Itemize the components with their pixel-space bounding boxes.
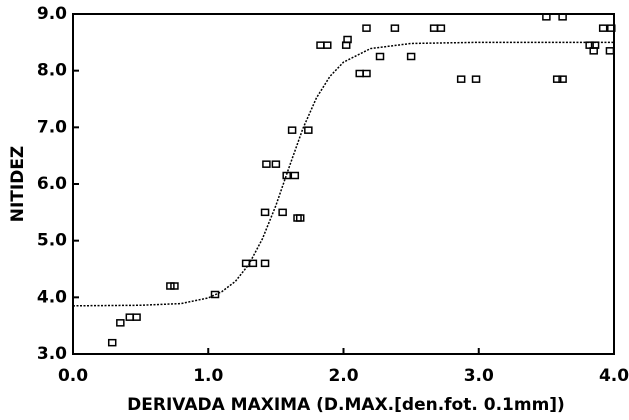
data-point: [471, 75, 481, 83]
data-point: [355, 69, 364, 78]
data-point: [406, 52, 416, 61]
y-tick-label: 9.0: [37, 4, 67, 24]
data-point: [260, 208, 270, 217]
data-point: [589, 47, 598, 55]
data-point: [295, 214, 305, 222]
data-point: [170, 282, 179, 290]
x-tick-label: 2.0: [328, 366, 358, 386]
data-point: [362, 69, 371, 78]
data-point: [316, 41, 325, 49]
data-point: [260, 259, 270, 268]
y-axis-label: NITIDEZ: [8, 146, 28, 223]
data-point: [552, 75, 562, 83]
data-point: [605, 47, 615, 55]
data-point: [125, 313, 135, 321]
data-point: [271, 160, 281, 168]
data-point: [293, 214, 302, 222]
plot-frame: [72, 13, 615, 355]
x-axis-label: DERIVADA MAXIMA (D.MAX.[den.fot. 0.1mm]): [127, 395, 565, 415]
data-point: [287, 126, 297, 134]
data-point: [558, 13, 567, 21]
data-point: [542, 13, 551, 21]
data-point: [375, 52, 385, 61]
y-tick-label: 3.0: [37, 344, 67, 364]
data-point: [429, 24, 439, 32]
y-tick-label: 4.0: [37, 287, 67, 307]
data-point: [456, 75, 466, 83]
data-point: [390, 24, 400, 32]
data-point: [278, 208, 287, 217]
data-point: [598, 24, 608, 32]
fit-curve: [72, 41, 614, 307]
data-point: [323, 41, 332, 49]
data-point: [607, 24, 616, 32]
x-tick-label: 4.0: [599, 366, 629, 386]
x-tick-label: 0.0: [58, 366, 88, 386]
data-point: [343, 35, 352, 44]
data-point: [290, 171, 300, 180]
data-point: [436, 24, 446, 32]
data-point: [282, 171, 291, 180]
y-tick-label: 6.0: [37, 174, 67, 194]
y-tick-label: 7.0: [37, 117, 67, 137]
data-point: [132, 313, 141, 321]
y-tick-label: 5.0: [37, 231, 67, 251]
data-point: [262, 160, 271, 168]
data-point: [107, 338, 117, 347]
y-tick-label: 8.0: [37, 61, 67, 81]
data-point: [304, 126, 313, 134]
data-point: [241, 259, 251, 268]
x-tick-label: 3.0: [464, 366, 494, 386]
data-point: [116, 319, 125, 327]
data-point: [210, 290, 220, 299]
data-point: [362, 24, 371, 32]
x-tick-label: 1.0: [193, 366, 223, 386]
data-point: [558, 75, 567, 83]
